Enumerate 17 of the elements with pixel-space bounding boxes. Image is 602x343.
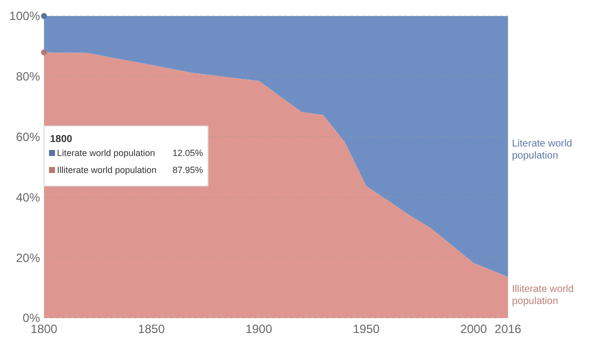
y-tick-label: 80% — [16, 70, 40, 84]
text: Literate world population — [512, 138, 572, 162]
annotation: 1800 — [50, 134, 73, 145]
y-tick-label: 60% — [16, 130, 40, 144]
y-tick-label: 40% — [16, 190, 40, 204]
annotation: 12.05% — [172, 148, 203, 158]
x-tick-label: 2000 — [460, 322, 488, 336]
y-tick-label: 20% — [16, 250, 40, 265]
x-tick-label: 2016 — [494, 322, 522, 336]
annotation: 87.95% — [172, 165, 203, 175]
legend-label: Literate world population — [57, 148, 156, 158]
x-tick-label: 1900 — [245, 322, 272, 336]
text: Illiterate world population — [512, 284, 574, 307]
x-tick-label: 1950 — [352, 322, 380, 336]
legend-label: Illiterate world population — [57, 165, 157, 175]
y-tick-label: 100% — [9, 9, 40, 24]
x-tick-label: 1850 — [138, 322, 166, 336]
